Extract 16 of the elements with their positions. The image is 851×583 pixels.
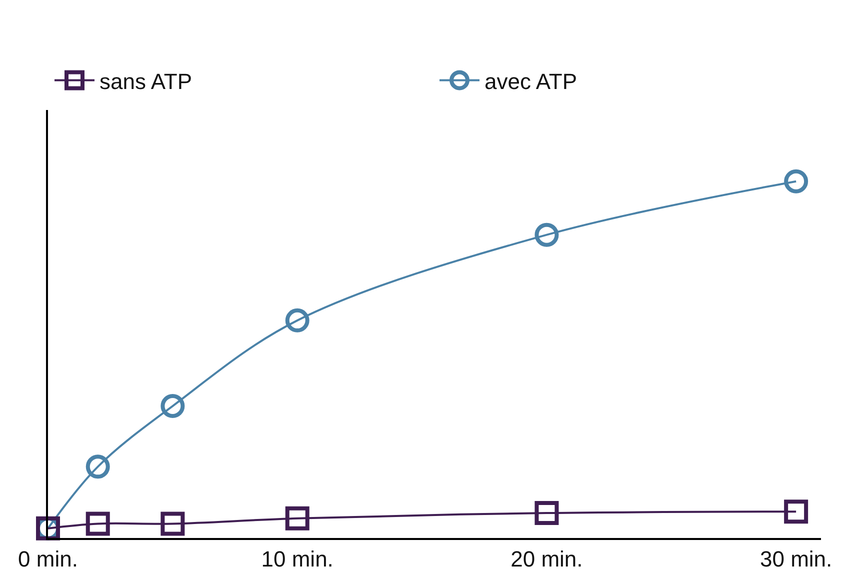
point xyxy=(784,169,808,194)
point xyxy=(534,501,559,526)
legend-label: avec ATP xyxy=(484,68,578,94)
point xyxy=(86,512,110,536)
point xyxy=(285,308,310,332)
x-tick-label: 0 min. xyxy=(18,546,78,572)
point xyxy=(86,454,110,479)
point xyxy=(160,512,185,536)
point xyxy=(534,222,559,247)
legend-label: sans ATP xyxy=(100,68,192,94)
point xyxy=(160,394,185,418)
x-tick-label: 10 min. xyxy=(261,546,334,572)
x-tick-label: 20 min. xyxy=(510,546,583,572)
point xyxy=(784,500,808,524)
x-tick-label: 30 min. xyxy=(760,546,832,572)
point xyxy=(285,506,310,530)
